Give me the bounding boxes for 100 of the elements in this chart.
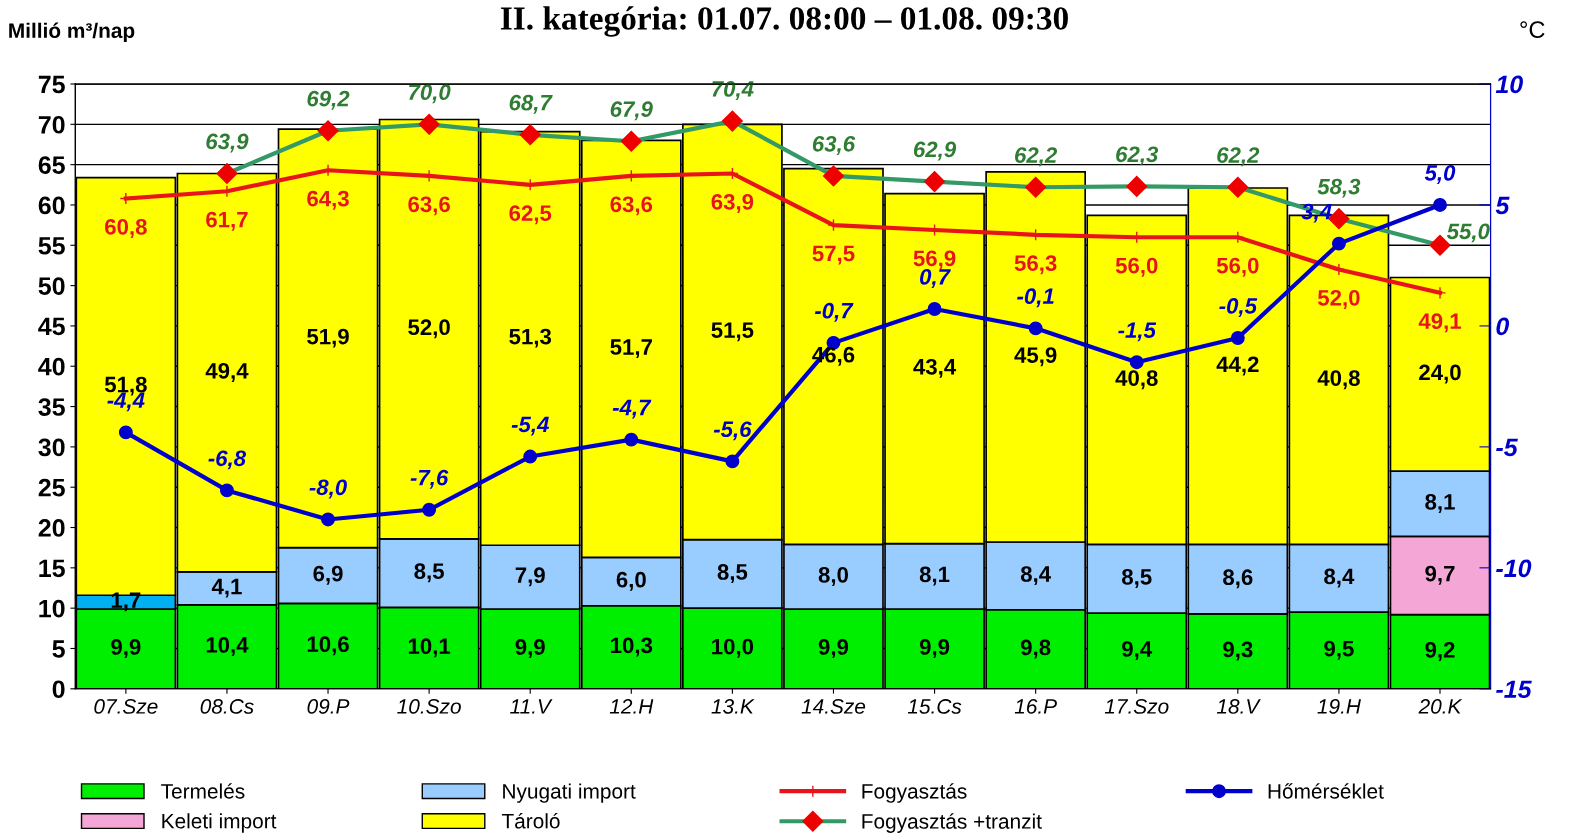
data-label: 70,0 (409, 84, 451, 104)
x-tick-label: 16.P (1014, 699, 1057, 714)
data-label: 6,9 (313, 565, 343, 585)
y-tick-label: 70 (38, 115, 65, 134)
chart-title: II. kategória: 01.07. 08:00 – 01.08. 09:30 (500, 6, 1068, 37)
x-tick-label: 18.V (1216, 699, 1261, 714)
data-label: 40,8 (1115, 370, 1158, 390)
legend-label: Fogyasztás (862, 783, 967, 803)
data-label: 9,4 (1122, 641, 1153, 661)
data-label: 62,9 (913, 141, 957, 161)
data-label: -5,6 (713, 421, 752, 441)
data-label: 51,9 (307, 328, 349, 348)
data-label: 68,7 (509, 94, 553, 114)
data-label: 55,0 (1446, 223, 1490, 243)
y-tick-label: 75 (38, 75, 65, 94)
data-label: -7,6 (410, 469, 449, 489)
data-label: 9,8 (1020, 639, 1051, 659)
y-tick-label: 10 (39, 599, 65, 618)
x-tick-label: 20.K (1418, 699, 1463, 714)
data-label: -6,8 (208, 450, 247, 470)
x-tick-label: 10.Szo (397, 699, 461, 714)
data-label: 5,0 (1424, 164, 1456, 184)
x-tick-label: 19.H (1317, 699, 1361, 714)
x-tick-label: 12.H (609, 699, 654, 714)
data-label: 62,5 (509, 205, 552, 225)
data-label: 40,8 (1317, 370, 1360, 390)
data-label: 8,1 (919, 566, 950, 586)
data-label: -0,5 (1219, 298, 1258, 317)
y2-tick-label: 5 (1495, 196, 1510, 215)
data-label: 8,6 (1223, 569, 1253, 589)
data-label: 62,2 (1015, 147, 1058, 167)
data-label: 6,0 (616, 571, 646, 591)
data-label: 45,9 (1014, 347, 1057, 367)
x-tick-label: 13.K (711, 699, 755, 714)
data-label: 57,5 (812, 245, 855, 265)
y-tick-label: 45 (38, 317, 65, 336)
y2-tick-label: -10 (1496, 559, 1532, 578)
y2-tick-label: -5 (1496, 438, 1518, 457)
x-tick-label: 14.Sze (801, 699, 866, 714)
data-label: -1,5 (1118, 322, 1157, 342)
legend-label: Tároló (501, 812, 560, 829)
data-label: 8,5 (1122, 568, 1152, 588)
data-label: -4,7 (612, 399, 652, 419)
y-tick-label: 5 (52, 640, 65, 658)
data-label: 63,9 (711, 193, 754, 213)
y-tick-label: 35 (38, 398, 65, 416)
data-label: 51,7 (610, 339, 652, 359)
y-tick-label: 60 (38, 196, 65, 215)
data-label: 49,4 (205, 362, 249, 382)
x-tick-label: 17.Szo (1104, 699, 1169, 714)
y2-tick-label: 10 (1495, 75, 1523, 94)
data-label: 43,4 (913, 358, 957, 378)
x-tick-label: 08.Cs (200, 699, 254, 714)
x-tick-label: 15.Cs (907, 699, 962, 714)
legend-label: Keleti import (162, 813, 277, 833)
legend-label: Termelés (161, 783, 245, 799)
data-label: 64,3 (307, 190, 349, 210)
y-tick-label: 40 (38, 357, 65, 376)
data-label: 69,2 (307, 90, 350, 110)
data-label: 9,9 (111, 639, 141, 659)
data-label: 56,9 (913, 250, 956, 270)
legend-label: Hőmérséklet (1268, 783, 1384, 799)
data-label: 9,5 (1324, 640, 1354, 660)
data-label: 62,3 (1116, 146, 1159, 166)
data-label: 61,7 (206, 211, 248, 231)
y-tick-label: 50 (38, 277, 65, 295)
data-label: 10,0 (712, 638, 754, 658)
data-label: 8,0 (818, 566, 849, 586)
data-label: 4,1 (211, 578, 242, 598)
y-tick-label: 15 (39, 559, 65, 578)
data-label: 56,0 (1216, 257, 1259, 277)
data-label: 10,1 (408, 638, 451, 658)
x-tick-label: 11.V (510, 699, 553, 714)
data-label: -8,0 (309, 479, 347, 499)
data-label: -5,4 (511, 416, 549, 436)
data-label: 63,6 (812, 135, 856, 155)
data-label: 3,4 (1301, 203, 1332, 223)
x-tick-label: 09.P (307, 699, 350, 714)
y-axis-title: Millió m³/nap (9, 22, 135, 43)
y2-tick-label: 0 (1496, 317, 1510, 336)
data-label: 9,3 (1223, 641, 1253, 661)
data-label: 9,2 (1425, 641, 1455, 661)
data-label: 62,2 (1217, 147, 1260, 167)
data-label: 51,5 (711, 322, 754, 342)
data-label: 67,9 (610, 101, 653, 121)
data-label: 9,7 (1425, 565, 1455, 585)
data-label: 0,7 (920, 268, 951, 288)
data-label: 52,0 (408, 319, 450, 339)
y2-tick-label: -15 (1496, 680, 1532, 699)
data-label: 10,6 (307, 636, 349, 656)
data-label: -0,7 (814, 302, 854, 322)
x-tick-label: 07.Sze (94, 699, 158, 714)
y-tick-label: 20 (38, 519, 65, 537)
data-label: 24,0 (1419, 364, 1461, 384)
y-tick-label: 25 (38, 478, 65, 497)
legend-label: Nyugati import (503, 783, 636, 803)
data-label: 70,4 (712, 81, 754, 101)
data-label: 63,6 (610, 196, 653, 216)
data-label: 8,1 (1425, 493, 1455, 513)
data-label: 49,1 (1418, 313, 1462, 333)
